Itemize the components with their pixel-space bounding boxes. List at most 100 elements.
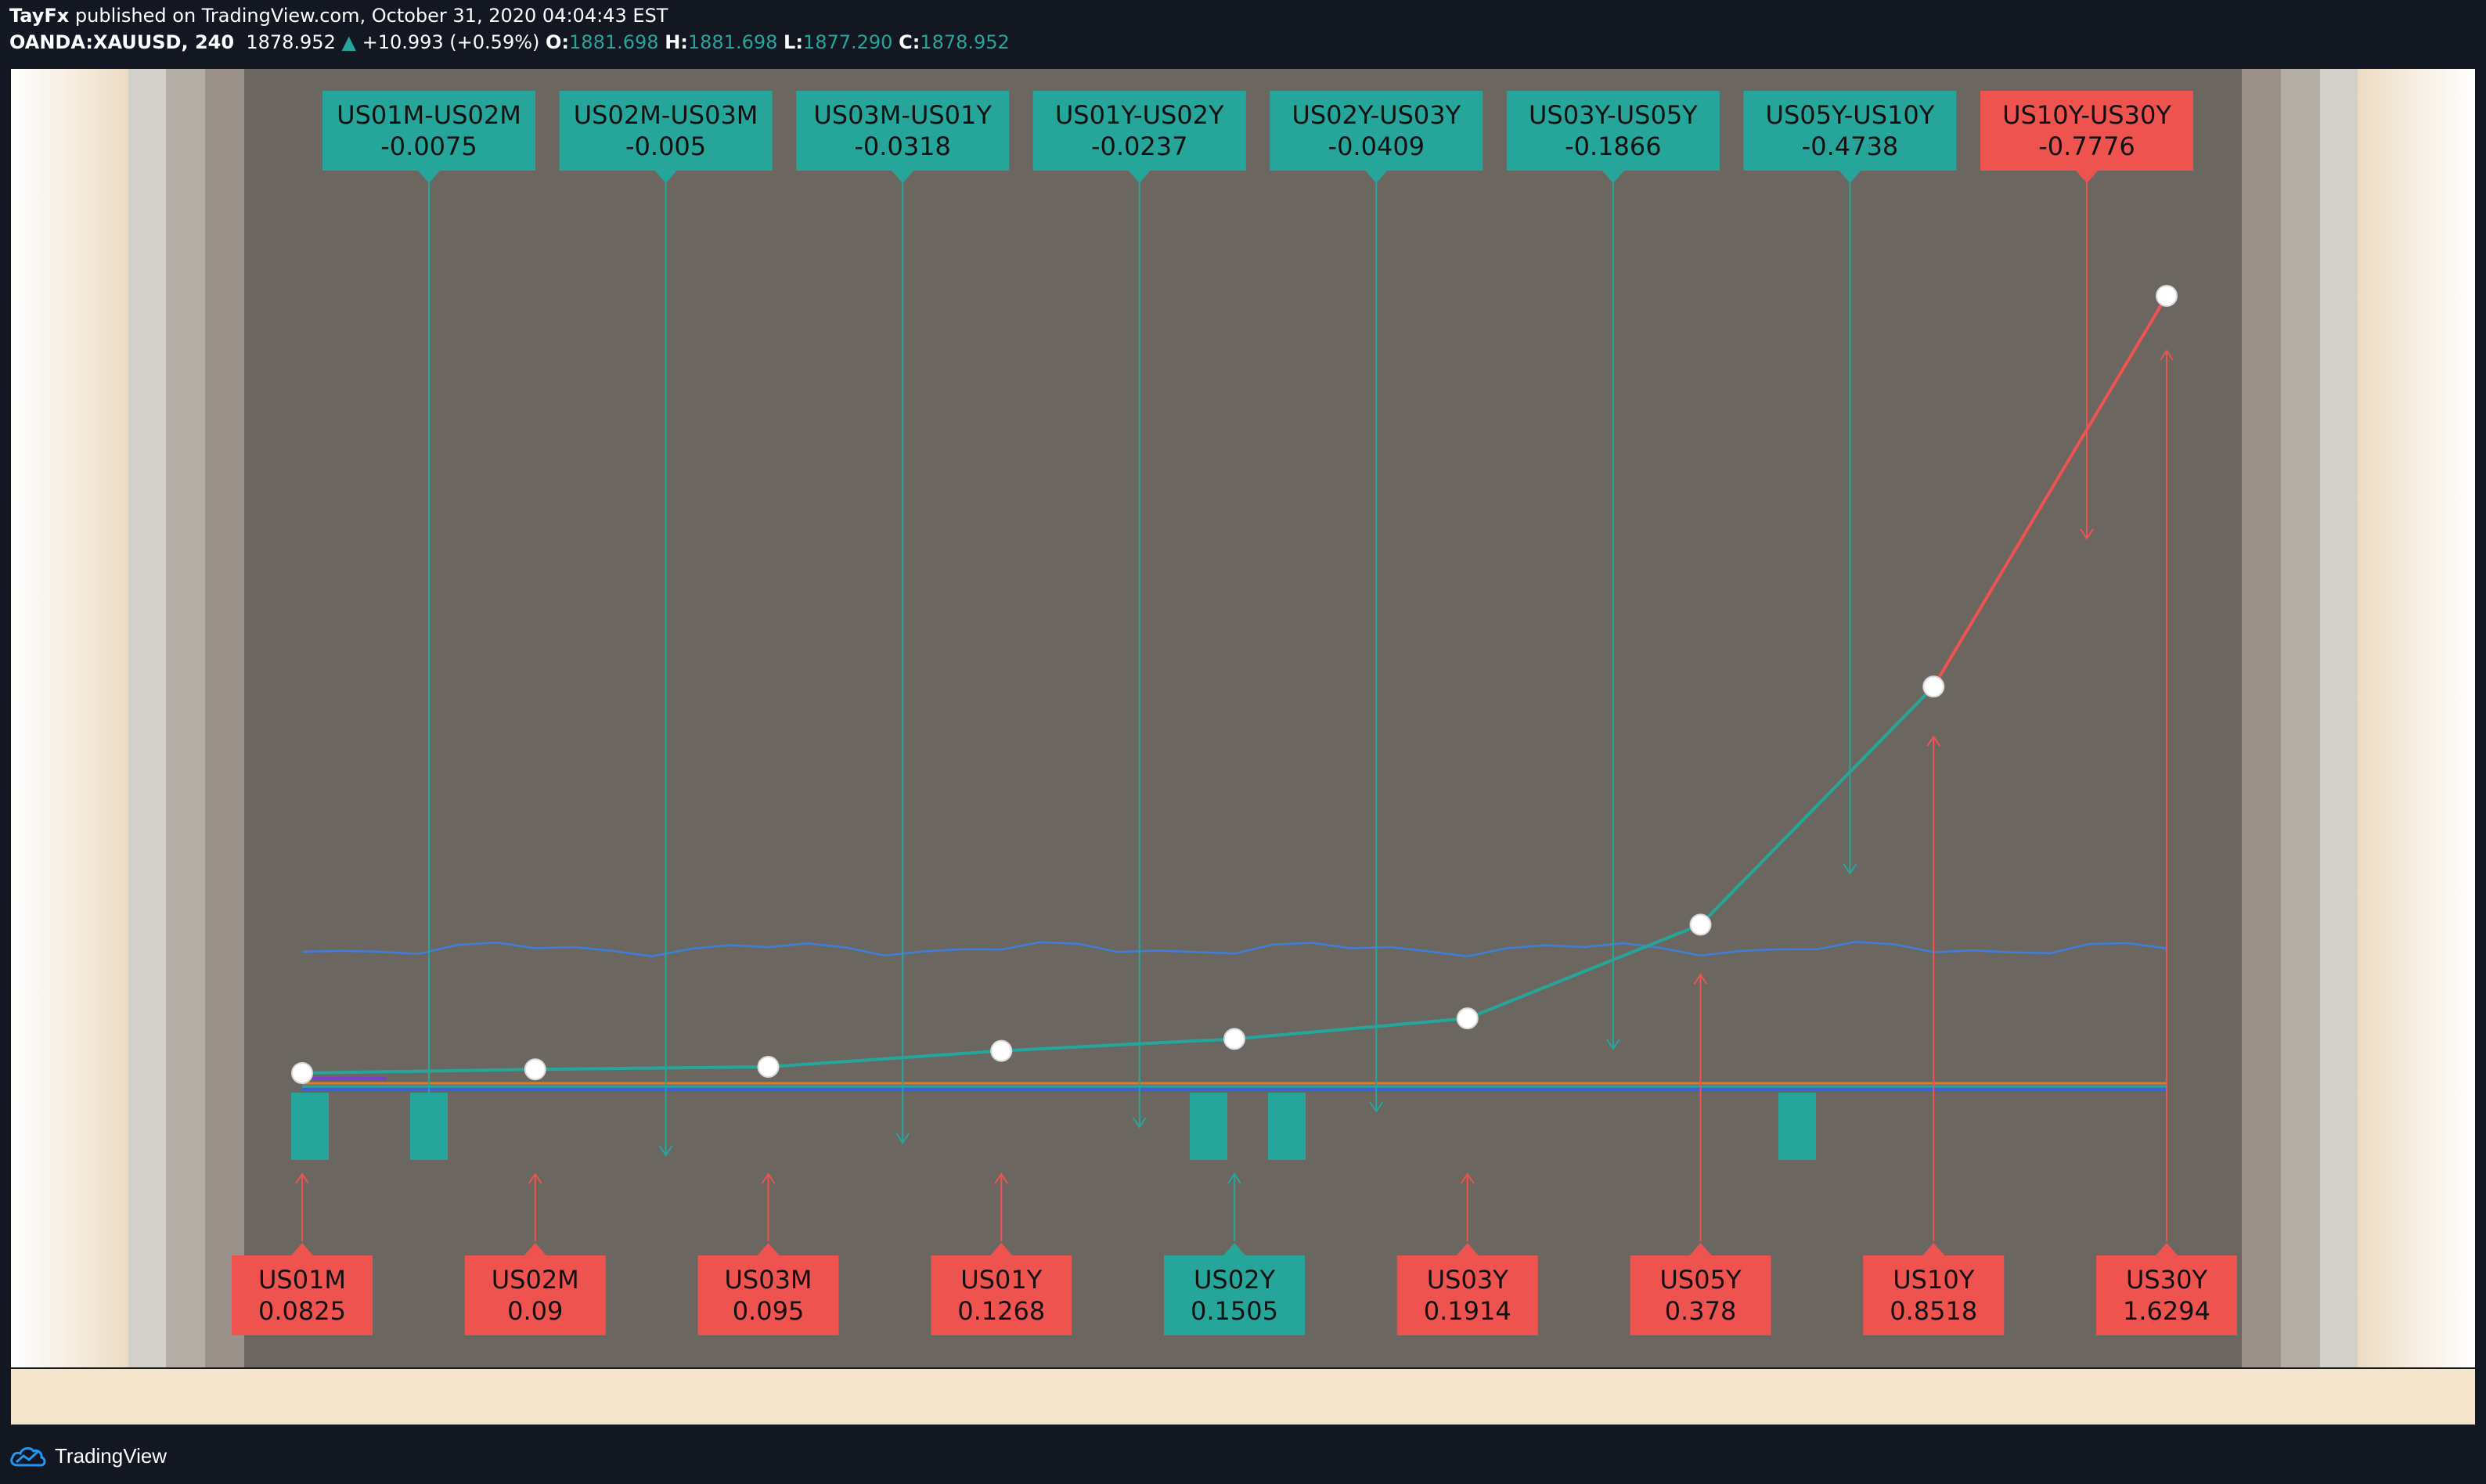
spread-arrow-US03M-US01Y-head (895, 1133, 910, 1144)
high-value: 1881.698 (687, 31, 778, 53)
tenor-label: US03M (724, 1265, 812, 1295)
tenor-label: US01M (258, 1265, 346, 1295)
author-name[interactable]: TayFx (9, 5, 70, 27)
up-triangle-icon: ▲ (341, 31, 356, 53)
curve-point-US05Y (1689, 913, 1712, 936)
yield-label-box-US01Y (931, 1255, 1072, 1335)
curve-layer (301, 294, 2168, 1075)
spread-value-label: -0.005 (625, 131, 706, 161)
yield-value-label: 0.0825 (258, 1296, 346, 1326)
price-change: +10.993 (+0.59%) (362, 31, 540, 53)
high-label: H: (665, 31, 688, 53)
tradingview-logo[interactable]: TradingView (9, 1440, 167, 1471)
curve-segment-7 (1932, 294, 2168, 688)
curve-point-US30Y (2156, 285, 2178, 307)
spread-arrow-US10Y-US30Y-head (2080, 528, 2094, 540)
teal-bar-2 (1190, 1093, 1227, 1160)
spread-label-box-US02M-US03M (559, 91, 773, 171)
curve-segment-0 (301, 1068, 535, 1075)
spread-name-label: US02Y-US03Y (1292, 100, 1461, 130)
spread-value-label: -0.0237 (1091, 131, 1188, 161)
spread-label-box-US05Y-US10Y (1743, 91, 1957, 171)
yield-label-box-US02M (464, 1255, 606, 1335)
yield-label-pointer-US02M (524, 1243, 546, 1255)
background-fade-right (2358, 69, 2475, 1368)
yield-value-label: 1.6294 (2123, 1296, 2210, 1326)
bottom-panel (11, 1368, 2475, 1425)
price-line (301, 941, 2167, 958)
yield-value-label: 0.1268 (957, 1296, 1045, 1326)
symbol-label[interactable]: OANDA:XAUUSD, 240 (9, 31, 235, 53)
tenor-label: US03Y (1427, 1265, 1508, 1295)
chart-frame: US01M 0.0825 US02M 0.09 US03M 0.095 US01Y 0.126… (11, 69, 2475, 1425)
spread-label-pointer-US02M-US03M (654, 171, 677, 183)
curve-point-US10Y (1922, 675, 1945, 698)
curve-segment-1 (535, 1065, 769, 1072)
open-label: O: (546, 31, 570, 53)
yield-label-box-US02Y (1164, 1255, 1305, 1335)
spread-label-pointer-US03M-US01Y (892, 171, 914, 183)
spread-name-label: US01M-US02M (337, 100, 521, 130)
yield-label-pointer-US03M (757, 1243, 780, 1255)
yield-label-box-US01M (232, 1255, 373, 1335)
yield-arrow-US30Y-head (2160, 349, 2174, 361)
yield-label-pointer-US01M (291, 1243, 313, 1255)
spread-name-label: US02M-US03M (574, 100, 758, 130)
spread-label-box-US03M-US01Y (796, 91, 1010, 171)
spread-label-pointer-US02Y-US03Y (1365, 171, 1388, 183)
yield-value-label: 0.095 (733, 1296, 805, 1326)
yield-arrow-US02M-head (528, 1172, 542, 1184)
yield-label-pointer-US03Y (1456, 1243, 1479, 1255)
close-value: 1878.952 (920, 31, 1010, 53)
spread-label-box-US10Y-US30Y (1980, 91, 2193, 171)
yield-value-label: 0.09 (507, 1296, 563, 1326)
tenor-label: US02M (492, 1265, 579, 1295)
spread-arrow-US05Y-US10Y-head (1843, 863, 1857, 875)
points-layer (291, 285, 2178, 1085)
spread-label-box-US01Y-US02Y (1032, 91, 1246, 171)
yield-arrow-US05Y-head (1693, 973, 1708, 985)
yield-label-box-US03Y (1396, 1255, 1538, 1335)
teal-bar-3 (1268, 1093, 1306, 1160)
spread-label-box-US02Y-US03Y (1270, 91, 1483, 171)
curve-segment-5 (1467, 923, 1702, 1020)
last-price: 1878.952 (246, 31, 336, 53)
tenor-label: US05Y (1660, 1265, 1742, 1295)
spread-name-label: US03Y-US05Y (1529, 100, 1698, 130)
yield-value-label: 0.378 (1665, 1296, 1737, 1326)
curve-point-US03Y (1456, 1007, 1479, 1030)
close-label: C: (899, 31, 921, 53)
yield-arrow-US03Y-head (1460, 1172, 1475, 1184)
tenor-label: US02Y (1194, 1265, 1275, 1295)
spread-label-pointer-US01M-US02M (418, 171, 440, 183)
yield-label-pointer-US10Y (1922, 1243, 1945, 1255)
spread-label-box-US01M-US02M (322, 91, 535, 171)
spread-name-label: US10Y-US30Y (2002, 100, 2171, 130)
yield-label-pointer-US05Y (1689, 1243, 1712, 1255)
yield-arrow-US01Y-head (994, 1172, 1009, 1184)
spread-name-label: US03M-US01Y (813, 100, 992, 130)
curve-point-US03M (757, 1056, 780, 1079)
yield-label-pointer-US30Y (2156, 1243, 2178, 1255)
yield-label-box-US03M (697, 1255, 839, 1335)
publish-text: published on TradingView.com, October 31… (74, 5, 668, 27)
publish-info: TayFx published on TradingView.com, Octo… (9, 5, 668, 27)
curve-point-US01Y (990, 1039, 1013, 1062)
spread-value-label: -0.7776 (2038, 131, 2135, 161)
tenor-label: US30Y (2126, 1265, 2207, 1295)
spread-label-box-US03Y-US05Y (1506, 91, 1720, 171)
curve-point-US02M (524, 1058, 546, 1081)
spread-label-pointer-US10Y-US30Y (2076, 171, 2098, 183)
yield-label-box-US05Y (1630, 1255, 1771, 1335)
background-fade-left (11, 69, 128, 1368)
curve-segment-6 (1699, 685, 1935, 926)
curve-point-US02Y (1223, 1028, 1245, 1050)
yield-value-label: 0.1505 (1191, 1296, 1278, 1326)
tenor-label: US01Y (960, 1265, 1042, 1295)
curve-point-US01M (291, 1062, 313, 1085)
spread-value-label: -0.4738 (1802, 131, 1899, 161)
curve-segment-3 (1001, 1037, 1235, 1053)
spread-arrow-US01Y-US02Y-head (1132, 1117, 1147, 1129)
